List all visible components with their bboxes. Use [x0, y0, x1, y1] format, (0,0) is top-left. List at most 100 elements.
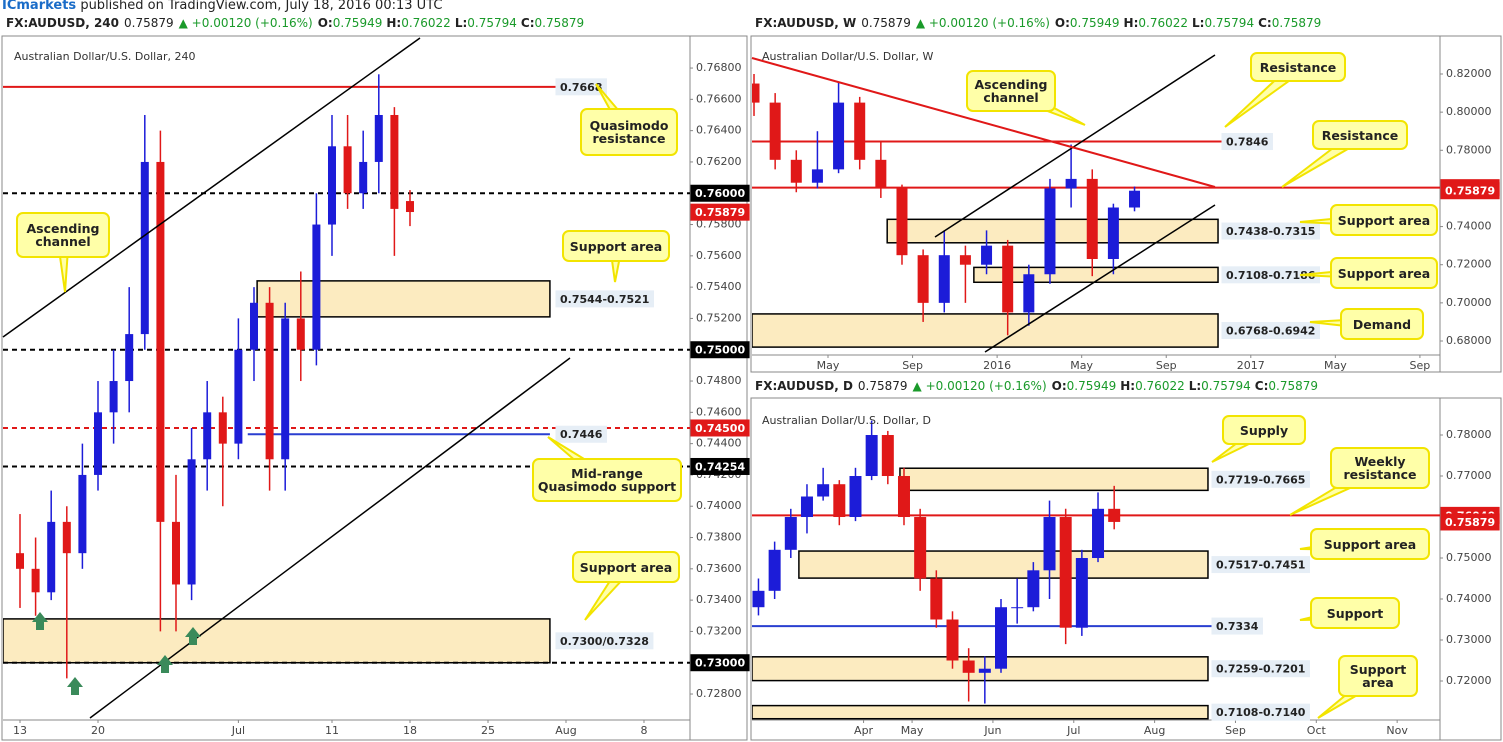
zone-label-box: [555, 290, 654, 308]
candle-body: [1107, 207, 1119, 259]
candle-body: [752, 83, 760, 103]
last-price: 0.75879: [857, 379, 908, 393]
ohlc-value: 0.76022: [1135, 379, 1185, 393]
callout: Support area: [572, 551, 680, 583]
candle-body: [94, 412, 103, 475]
y-tick-label: 0.73400: [696, 593, 742, 606]
y-tick-label: 0.70000: [1446, 296, 1492, 309]
candle-body: [790, 159, 802, 183]
arrow: [157, 655, 173, 673]
callout: Support area: [1330, 204, 1438, 236]
callout: Support: [1310, 597, 1400, 629]
zone-label: 0.7300/0.7328: [560, 635, 649, 648]
y-tick-label: 0.68000: [1446, 334, 1492, 347]
panel-frame: [750, 35, 1502, 373]
price-tag-box: [690, 203, 750, 221]
last-price: 0.75879: [861, 16, 911, 30]
zone: [752, 313, 1219, 348]
candle-body: [343, 146, 352, 194]
panel-frame: [1, 35, 748, 741]
price-tag: 0.75879: [1445, 185, 1495, 198]
y-tick-label: 0.73600: [696, 562, 742, 575]
x-tick-label: Apr: [854, 724, 874, 737]
x-tick-label: Oct: [1307, 724, 1327, 737]
ohlc-key: H:: [1120, 379, 1136, 393]
y-tick-label: 0.76800: [696, 61, 742, 74]
arrow: [67, 677, 83, 695]
callout: Ascending channel: [966, 70, 1056, 112]
channel-line: [934, 54, 1216, 238]
arrow: [32, 612, 48, 630]
ohlc-value: 0.76022: [1138, 16, 1188, 30]
symbol: FX:AUDUSD, W: [755, 16, 857, 30]
ohlc-value: 0.75949: [1066, 379, 1117, 393]
symbol: FX:AUDUSD, D: [755, 379, 853, 393]
x-tick-label: Jul: [231, 724, 245, 737]
price-tag-box: [1440, 182, 1500, 200]
candle-body: [959, 255, 971, 265]
candle-body: [125, 334, 134, 382]
zone: [752, 704, 1209, 720]
callout: Support area: [1310, 528, 1430, 560]
level-tag-box: [690, 654, 750, 672]
zone: [973, 266, 1219, 284]
callout: Support area: [1338, 655, 1418, 697]
ohlc-value: 0.75879: [1271, 16, 1322, 30]
x-tick-label: 2017: [1237, 359, 1265, 372]
candle-body: [1043, 517, 1056, 571]
candle-body: [811, 169, 823, 183]
x-tick-label: Aug: [555, 724, 576, 737]
zone-label-box: [1211, 470, 1310, 488]
candle-body: [78, 474, 87, 554]
ohlc-key: O:: [1051, 379, 1067, 393]
y-tick-label: 0.73000: [1446, 633, 1492, 646]
x-tick-label: 25: [481, 724, 495, 737]
level-tag: 0.74500: [695, 422, 745, 435]
level-tag: 0.7846: [1226, 136, 1269, 149]
y-tick-label: 0.80000: [1446, 105, 1492, 118]
ohlc-value: 0.75949: [1069, 16, 1120, 30]
ohlc-value: 0.75879: [534, 16, 585, 30]
y-tick-label: 0.77000: [1446, 469, 1492, 482]
x-tick-label: 11: [325, 724, 339, 737]
x-tick-label: 13: [13, 724, 27, 737]
callout: Support area: [562, 230, 670, 262]
candle-body: [359, 161, 368, 194]
x-tick-label: May: [1324, 359, 1347, 372]
candle-body: [281, 318, 290, 460]
ohlc-key: C:: [1258, 16, 1272, 30]
x-tick-label: Nov: [1386, 724, 1408, 737]
candle-body: [875, 159, 887, 189]
level-tag: 0.7446: [560, 428, 603, 441]
candle-body: [327, 146, 336, 225]
candle-body: [978, 668, 991, 673]
y-tick-label: 0.74000: [696, 499, 742, 512]
y-tick-label: 0.75000: [1446, 551, 1492, 564]
candle-body: [265, 302, 274, 460]
candle-body: [1075, 558, 1088, 628]
candle-body: [768, 549, 781, 591]
candle-body: [897, 476, 910, 518]
callout: Mid-range Quasimodo support: [532, 458, 682, 502]
candle-body: [312, 224, 321, 350]
ohlc-key: O:: [1054, 16, 1070, 30]
y-tick-label: 0.73200: [696, 624, 742, 637]
y-tick-label: 0.72000: [1446, 258, 1492, 271]
x-tick-label: May: [901, 724, 924, 737]
callout: Demand: [1340, 308, 1424, 340]
candle-body: [833, 484, 846, 518]
x-tick-label: May: [817, 359, 840, 372]
candle-body: [47, 521, 56, 593]
plot: [752, 420, 1440, 720]
ohlc-value: 0.75794: [1201, 379, 1251, 393]
zone: [899, 467, 1209, 492]
zone-label-box: [1211, 556, 1310, 574]
candle-body: [218, 412, 227, 444]
chart-header: FX:AUDUSD, D 0.75879 ▲ +0.00120 (+0.16%) O:…: [755, 379, 1322, 393]
x-tick-label: 8: [640, 724, 647, 737]
chart-header: FX:AUDUSD, 240 0.75879 ▲ +0.00120 (+0.16%)…: [6, 16, 588, 30]
candle-body: [817, 484, 830, 497]
price-tag-box: [1440, 513, 1500, 531]
candle-body: [1065, 178, 1077, 189]
